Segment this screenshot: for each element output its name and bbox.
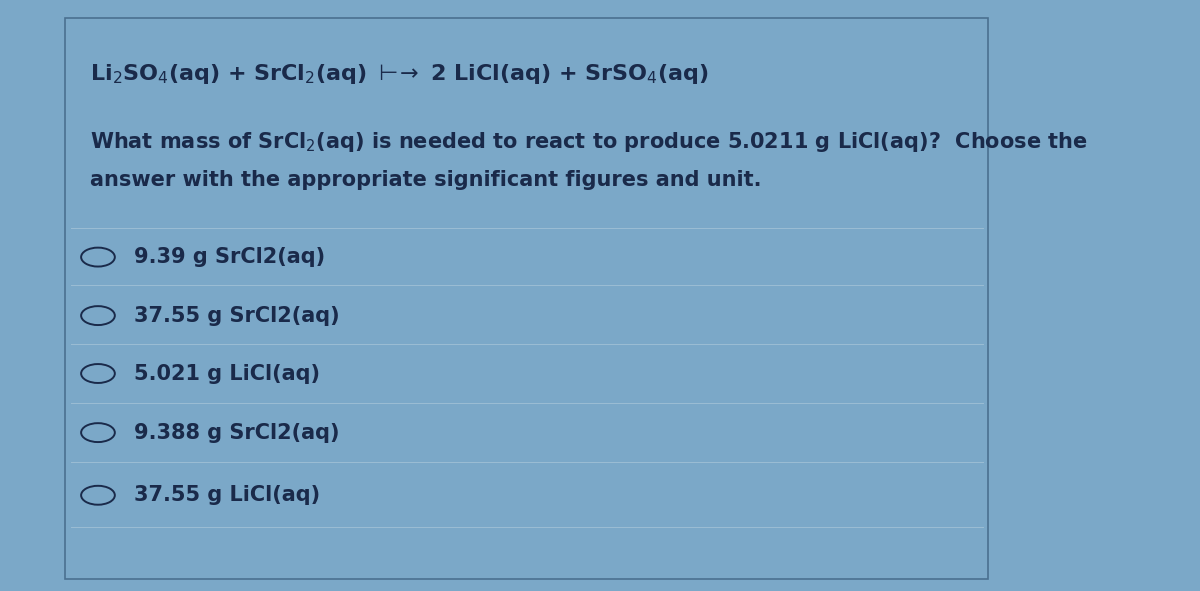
Text: 9.388 g SrCl2(aq): 9.388 g SrCl2(aq) xyxy=(133,423,340,443)
Text: What mass of SrCl$_2$(aq) is needed to react to produce 5.0211 g LiCl(aq)?  Choo: What mass of SrCl$_2$(aq) is needed to r… xyxy=(90,130,1087,154)
Text: 37.55 g LiCl(aq): 37.55 g LiCl(aq) xyxy=(133,485,320,505)
FancyBboxPatch shape xyxy=(65,18,988,579)
Text: 5.021 g LiCl(aq): 5.021 g LiCl(aq) xyxy=(133,363,319,384)
Text: Li$_2$SO$_4$(aq) + SrCl$_2$(aq) $\vdash\!\!\rightarrow$ 2 LiCl(aq) + SrSO$_4$(aq: Li$_2$SO$_4$(aq) + SrCl$_2$(aq) $\vdash\… xyxy=(90,62,708,86)
Text: 37.55 g SrCl2(aq): 37.55 g SrCl2(aq) xyxy=(133,306,340,326)
Text: answer with the appropriate significant figures and unit.: answer with the appropriate significant … xyxy=(90,170,761,190)
Text: 9.39 g SrCl2(aq): 9.39 g SrCl2(aq) xyxy=(133,247,325,267)
